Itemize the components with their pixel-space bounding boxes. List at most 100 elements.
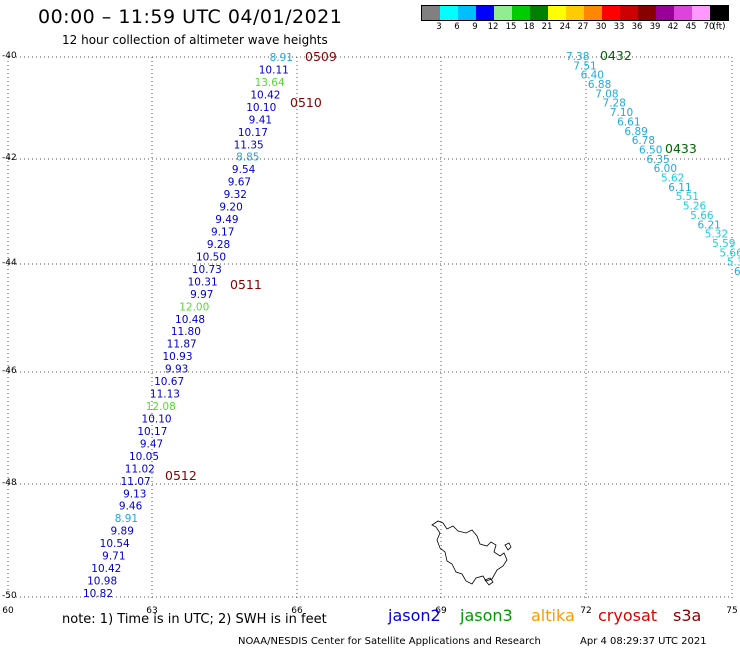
lat-tick-label: -42 (2, 153, 17, 163)
swh-value: 7.10 (610, 107, 633, 119)
credit-line: NOAA/NESDIS Center for Satellite Applica… (238, 636, 541, 647)
scale-swatch (620, 6, 638, 20)
swh-value: 7.51 (573, 60, 596, 72)
left-swh-track: 8.9110.1113.6410.4210.109.4110.1711.358.… (83, 52, 293, 600)
swh-value: 12.08 (146, 401, 176, 413)
lon-tick-label: 66 (291, 606, 303, 616)
scale-label: 15 (505, 22, 517, 32)
swh-value: 9.47 (140, 438, 163, 450)
swh-value: 10.42 (250, 89, 280, 101)
swh-value: 11.13 (150, 389, 180, 401)
swh-value: 11.87 (167, 339, 197, 351)
swh-value: 5.66 (719, 247, 740, 259)
swh-value: 6.11 (668, 182, 691, 194)
scale-swatch (512, 6, 530, 20)
pass-time-label: 0509 (305, 49, 337, 64)
satellite-legend-item: jason2 (388, 606, 441, 625)
swh-value: 10.48 (175, 314, 205, 326)
satellite-legend-item: s3a (673, 606, 702, 625)
swh-value: 9.32 (224, 189, 247, 201)
swh-value: 6.21 (697, 219, 720, 231)
color-scale-bar (421, 5, 729, 21)
swh-value: 9.28 (207, 239, 230, 251)
scale-label: 45 (685, 22, 697, 32)
right-swh-track: 7.387.516.406.887.087.287.106.616.896.78… (566, 51, 740, 278)
swh-value: 9.97 (190, 289, 213, 301)
scale-swatch (530, 6, 548, 20)
swh-value: 6.61 (617, 116, 640, 128)
lon-tick-label: 72 (580, 606, 592, 616)
swh-value: 10.82 (83, 588, 113, 600)
swh-value: 9.93 (165, 364, 188, 376)
scale-label: 33 (613, 22, 625, 32)
swh-value: 11.02 (125, 463, 155, 475)
wave-height-color-scale: 3 6 9 12 15 18 21 24 27 30 33 36 39 42 45 70 (ft) (421, 5, 729, 33)
scale-label: 39 (649, 22, 661, 32)
swh-value: 9.17 (211, 227, 234, 239)
swh-value: 9.46 (119, 501, 143, 513)
swh-value: 7.08 (595, 88, 618, 100)
swh-value: 10.17 (238, 127, 268, 139)
swh-value: 5.26 (683, 201, 707, 213)
swh-value: 5.51 (676, 191, 699, 203)
scale-label: 27 (577, 22, 589, 32)
scale-label: 6 (454, 22, 460, 32)
swh-value: 8.91 (270, 52, 293, 64)
lat-tick-label: -40 (2, 51, 17, 61)
swh-value: 11.35 (234, 139, 264, 151)
swh-value: 6.88 (588, 79, 611, 91)
scale-unit: (ft) (712, 22, 726, 32)
lat-tick-label: -50 (2, 591, 17, 601)
scale-swatch (638, 6, 656, 20)
map-title: 00:00 – 11:59 UTC 04/01/2021 (38, 6, 343, 28)
swh-value: 8.91 (115, 513, 138, 525)
swh-value: 7.38 (566, 51, 589, 63)
swh-value: 10.98 (87, 576, 117, 588)
swh-value: 5.62 (661, 173, 684, 185)
satellite-legend-item: cryosat (598, 606, 658, 625)
swh-value: 13.64 (255, 77, 285, 89)
swh-value: 10.10 (246, 102, 276, 114)
lon-tick-label: 63 (146, 606, 158, 616)
generated-timestamp: Apr 4 08:29:37 UTC 2021 (580, 636, 707, 647)
swh-value: 6.00 (654, 163, 677, 175)
island-outline (431, 520, 512, 586)
swh-value: 12.00 (179, 301, 209, 313)
swh-value: 9.13 (123, 488, 146, 500)
lat-tick-label: -46 (2, 366, 17, 376)
swh-value: 9.41 (249, 114, 272, 126)
scale-swatch (674, 6, 692, 20)
scale-swatch (548, 6, 566, 20)
swh-value: 5.32 (705, 229, 728, 241)
swh-value: 10.05 (129, 451, 159, 463)
scale-label: 70 (703, 22, 715, 32)
pass-time-label: 0433 (665, 141, 697, 156)
scale-label: 12 (487, 22, 499, 32)
swh-value: 10.73 (192, 264, 222, 276)
satellite-legend-item: altika (531, 606, 575, 625)
swh-value: 10.10 (142, 413, 172, 425)
swh-value: 8.85 (236, 152, 259, 164)
swh-value: 9.54 (232, 164, 256, 176)
scale-swatch (458, 6, 476, 20)
scale-label: 36 (631, 22, 643, 32)
lat-tick-label: -48 (2, 478, 17, 488)
swh-value: 9.49 (215, 214, 238, 226)
map-subtitle: 12 hour collection of altimeter wave hei… (62, 33, 328, 47)
pass-time-label: 0511 (230, 277, 262, 292)
satellite-legend-item: jason3 (460, 606, 513, 625)
scale-label: 21 (541, 22, 553, 32)
scale-swatch (710, 6, 728, 20)
scale-swatch (476, 6, 494, 20)
swh-value: 10.54 (100, 538, 130, 550)
scale-label: 18 (523, 22, 535, 32)
swh-value: 5.59 (712, 238, 735, 250)
swh-value: 9.67 (228, 177, 251, 189)
scale-label: 3 (436, 22, 442, 32)
lon-tick-label: 69 (435, 606, 447, 616)
scale-swatch (566, 6, 584, 20)
swh-value: 6.89 (624, 126, 647, 138)
swh-value: 5.66 (690, 210, 714, 222)
swh-value: 10.93 (162, 351, 192, 363)
